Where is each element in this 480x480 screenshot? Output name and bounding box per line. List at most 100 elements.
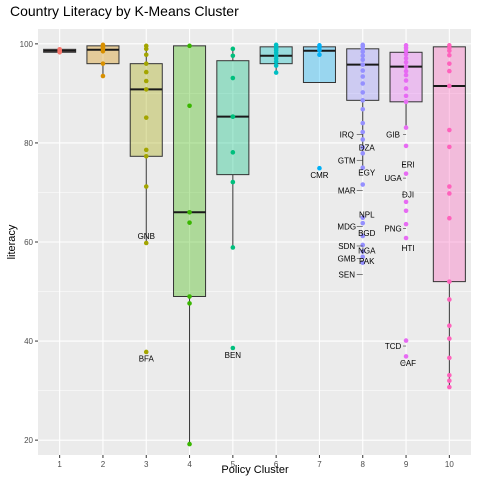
- data-point: [404, 73, 409, 78]
- data-point: [447, 323, 452, 328]
- data-point: [187, 294, 192, 299]
- data-point: [404, 100, 409, 105]
- data-point: [404, 208, 409, 213]
- data-point: [187, 220, 192, 225]
- x-axis-title: Policy Cluster: [221, 464, 289, 476]
- data-point: [317, 166, 322, 171]
- data-point: [447, 184, 452, 189]
- data-point: [404, 200, 409, 205]
- x-tick-label: 2: [101, 460, 106, 469]
- data-point: [360, 62, 365, 67]
- point-label-ben: BEN: [225, 351, 242, 360]
- point-label-mar: MAR: [338, 186, 356, 195]
- data-point: [360, 130, 365, 135]
- data-point: [447, 297, 452, 302]
- data-point: [360, 221, 365, 226]
- data-point: [447, 53, 452, 58]
- x-tick-label: 9: [404, 460, 409, 469]
- point-label-mdg: MDG: [337, 223, 356, 232]
- point-label-dji: DJI: [402, 190, 414, 199]
- data-point: [447, 43, 452, 48]
- point-label-dza: DZA: [359, 143, 376, 152]
- data-point: [447, 145, 452, 150]
- data-point: [404, 56, 409, 61]
- x-tick-label: 8: [361, 460, 366, 469]
- data-point: [360, 137, 365, 142]
- data-point: [231, 150, 236, 155]
- data-point: [101, 61, 106, 66]
- point-label-uga: UGA: [384, 174, 402, 183]
- data-point: [404, 86, 409, 91]
- data-point: [231, 180, 236, 185]
- data-point: [404, 60, 409, 65]
- y-axis-title: literacy: [6, 224, 18, 259]
- data-point: [231, 346, 236, 351]
- data-point: [187, 301, 192, 306]
- point-label-hti: HTI: [402, 244, 415, 253]
- x-tick-label: 4: [187, 460, 192, 469]
- point-label-cmr: CMR: [310, 171, 328, 180]
- data-point: [447, 373, 452, 378]
- data-point: [187, 44, 192, 49]
- data-point: [144, 44, 149, 49]
- chart-title: Country Literacy by K-Means Cluster: [10, 3, 239, 19]
- data-point: [447, 385, 452, 390]
- data-point: [144, 61, 149, 66]
- data-point: [144, 154, 149, 159]
- data-point: [274, 70, 279, 75]
- data-point: [404, 171, 409, 176]
- x-tick-label: 1: [57, 460, 62, 469]
- point-label-bfa: BFA: [139, 354, 155, 363]
- y-tick-label: 40: [24, 337, 33, 346]
- data-point: [447, 356, 452, 361]
- data-point: [360, 182, 365, 187]
- data-point: [144, 184, 149, 189]
- point-label-png: PNG: [384, 225, 401, 234]
- y-tick-label: 20: [24, 436, 33, 445]
- data-point: [144, 241, 149, 246]
- x-tick-label: 3: [144, 460, 149, 469]
- data-point: [360, 98, 365, 103]
- box-body: [174, 46, 206, 297]
- data-point: [360, 74, 365, 79]
- x-tick-label: 10: [445, 460, 454, 469]
- data-point: [404, 236, 409, 241]
- point-label-gib: GIB: [386, 131, 400, 140]
- data-point: [101, 74, 106, 79]
- point-label-pak: PAK: [359, 257, 375, 266]
- point-label-sdn: SDN: [338, 242, 355, 251]
- data-point: [144, 148, 149, 153]
- data-point: [447, 128, 452, 133]
- data-point: [447, 378, 452, 383]
- data-point: [447, 216, 452, 221]
- data-point: [360, 81, 365, 86]
- point-label-egy: EGY: [358, 169, 376, 178]
- data-point: [231, 53, 236, 58]
- data-point: [144, 70, 149, 75]
- data-point: [144, 87, 149, 92]
- x-tick-label: 7: [317, 460, 322, 469]
- data-point: [231, 47, 236, 52]
- data-point: [317, 43, 322, 48]
- data-point: [231, 76, 236, 81]
- data-point: [360, 43, 365, 48]
- data-point: [360, 68, 365, 73]
- point-label-gnb: GNB: [138, 232, 155, 241]
- data-point: [404, 64, 409, 69]
- box-body: [433, 47, 465, 282]
- y-tick-label: 60: [24, 238, 33, 247]
- data-point: [360, 57, 365, 62]
- data-point: [317, 52, 322, 57]
- data-point: [144, 115, 149, 120]
- data-point: [187, 210, 192, 215]
- data-point: [144, 79, 149, 84]
- data-point: [404, 144, 409, 149]
- data-point: [101, 43, 106, 48]
- data-point: [404, 125, 409, 130]
- point-label-bgd: BGD: [358, 229, 376, 238]
- data-point: [447, 61, 452, 66]
- point-label-eri: ERI: [401, 161, 414, 170]
- data-point: [447, 191, 452, 196]
